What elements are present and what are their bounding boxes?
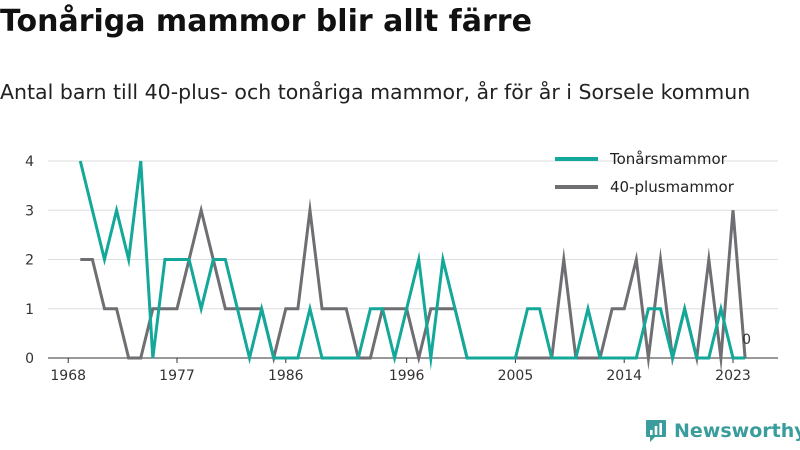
y-tick-label: 2 bbox=[25, 253, 34, 269]
x-tick-label: 2005 bbox=[498, 368, 534, 384]
y-tick-label: 3 bbox=[25, 203, 34, 219]
newsworthy-logo-icon bbox=[645, 418, 667, 444]
end-value-label: 0 bbox=[742, 332, 751, 348]
axes: 0 1 2 3 4 1968 1977 1986 1996 2005 2014 2023 bbox=[25, 154, 778, 384]
series-line-ton-rsmammor bbox=[78, 160, 746, 371]
x-tick-label: 1968 bbox=[50, 368, 86, 384]
x-tick-label: 2014 bbox=[606, 368, 642, 384]
x-tick-label: 1977 bbox=[159, 368, 195, 384]
y-tick-label: 0 bbox=[25, 351, 34, 367]
x-tick-label: 1986 bbox=[268, 368, 304, 384]
x-tick-label: 1996 bbox=[389, 368, 425, 384]
series-lines bbox=[78, 160, 747, 373]
legend-item: Tonårsmammor bbox=[555, 150, 728, 168]
x-tick-label: 2023 bbox=[715, 368, 751, 384]
series-line-40-plusmammor bbox=[80, 197, 747, 373]
y-tick-label: 4 bbox=[25, 154, 34, 170]
chart-title: Tonåriga mammor blir allt färre bbox=[0, 4, 532, 39]
legend-label: Tonårsmammor bbox=[609, 150, 728, 168]
chart-subtitle: Antal barn till 40-plus- och tonåriga ma… bbox=[0, 80, 751, 104]
legend-label: 40-plusmammor bbox=[610, 178, 735, 196]
legend-item: 40-plusmammor bbox=[555, 178, 735, 196]
y-tick-label: 1 bbox=[25, 302, 34, 318]
brand-name: Newsworthy bbox=[674, 420, 800, 442]
data-labels: 0 bbox=[742, 332, 751, 348]
legend: Tonårsmammor 40-plusmammor bbox=[555, 150, 735, 196]
newsworthy-brand: Newsworthy bbox=[645, 418, 800, 444]
